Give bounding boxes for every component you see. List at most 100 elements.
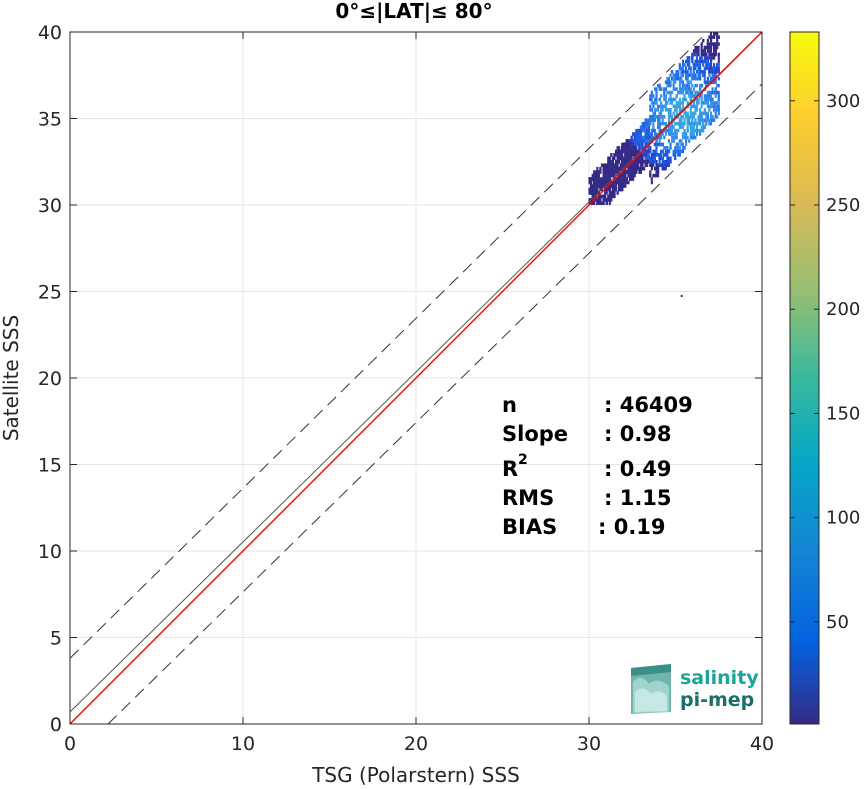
density-cell bbox=[674, 104, 677, 109]
density-cell bbox=[678, 149, 681, 154]
density-cell bbox=[604, 198, 607, 202]
density-cell bbox=[638, 128, 641, 133]
density-cell bbox=[597, 170, 600, 174]
density-cell bbox=[624, 160, 627, 164]
density-cell bbox=[686, 118, 689, 122]
density-cell bbox=[655, 94, 658, 98]
density-cell bbox=[650, 90, 653, 95]
density-cell bbox=[667, 76, 671, 81]
density-cell bbox=[647, 125, 650, 129]
density-cell bbox=[692, 121, 695, 126]
density-cell bbox=[625, 177, 629, 181]
density-cell bbox=[689, 90, 692, 95]
density-cell bbox=[591, 201, 594, 205]
density-cell bbox=[658, 163, 661, 167]
density-cell bbox=[644, 142, 647, 147]
density-cell bbox=[605, 177, 608, 181]
density-cell bbox=[677, 101, 680, 105]
density-cell bbox=[705, 97, 708, 102]
density-cell bbox=[663, 146, 666, 150]
density-cell bbox=[650, 166, 653, 171]
density-cell bbox=[694, 76, 697, 81]
density-cell bbox=[632, 153, 635, 157]
density-cell bbox=[630, 139, 633, 143]
density-cell bbox=[717, 35, 720, 39]
density-cell bbox=[685, 70, 688, 74]
density-cell bbox=[699, 115, 702, 119]
density-cell bbox=[635, 128, 638, 133]
density-cell bbox=[716, 32, 719, 36]
density-cell bbox=[614, 180, 618, 185]
density-cell bbox=[700, 52, 703, 57]
density-cell bbox=[661, 118, 664, 122]
density-cell bbox=[618, 166, 621, 171]
density-cell bbox=[655, 101, 658, 105]
density-cell bbox=[596, 173, 599, 178]
density-cell bbox=[703, 97, 706, 102]
density-cell bbox=[644, 139, 647, 143]
density-cell bbox=[694, 128, 697, 133]
density-cell bbox=[706, 38, 709, 43]
density-cell bbox=[708, 104, 711, 109]
reference-lines bbox=[69, 31, 763, 725]
density-cell bbox=[705, 52, 708, 57]
density-cell bbox=[650, 128, 653, 133]
density-cell bbox=[607, 170, 610, 174]
density-cell bbox=[688, 80, 691, 84]
density-cell bbox=[652, 101, 655, 105]
density-cell bbox=[705, 59, 708, 64]
density-cell bbox=[646, 160, 649, 164]
density-cell bbox=[627, 173, 630, 178]
density-cell bbox=[611, 173, 614, 178]
density-cell bbox=[672, 111, 675, 116]
density-cell bbox=[664, 80, 667, 84]
density-cell bbox=[622, 142, 625, 147]
density-cell bbox=[630, 163, 633, 167]
density-cell bbox=[681, 149, 685, 154]
density-cell bbox=[655, 146, 658, 150]
density-cell bbox=[611, 170, 614, 174]
density-cell bbox=[708, 94, 711, 98]
density-cell bbox=[688, 121, 691, 126]
density-cell bbox=[666, 80, 669, 84]
density-cell bbox=[685, 111, 688, 116]
density-cell bbox=[681, 70, 685, 74]
density-cell bbox=[680, 139, 683, 143]
density-cell bbox=[683, 132, 686, 136]
density-cell bbox=[688, 83, 691, 88]
density-cell bbox=[638, 156, 641, 161]
density-cell bbox=[638, 132, 641, 136]
density-cell bbox=[706, 97, 709, 102]
density-cell bbox=[621, 187, 624, 192]
density-cell bbox=[677, 128, 680, 133]
density-cell bbox=[661, 121, 664, 126]
density-cell bbox=[686, 83, 689, 88]
density-cell bbox=[599, 184, 602, 188]
density-cell bbox=[695, 52, 699, 57]
density-cell bbox=[658, 135, 661, 140]
density-cell bbox=[618, 156, 621, 161]
density-cell bbox=[717, 56, 720, 60]
density-cell bbox=[632, 139, 635, 143]
density-cell bbox=[677, 90, 680, 95]
density-cell bbox=[610, 184, 613, 188]
density-cell bbox=[694, 118, 697, 122]
y-ticks: 0 5 10 15 20 25 30 35 40 bbox=[38, 22, 762, 736]
density-cell bbox=[628, 156, 632, 161]
density-cell bbox=[666, 163, 669, 167]
density-cell bbox=[660, 104, 663, 109]
density-cell bbox=[632, 163, 635, 167]
density-cell bbox=[619, 184, 622, 188]
density-cell bbox=[717, 104, 720, 109]
density-cell bbox=[692, 101, 695, 105]
density-cell bbox=[688, 118, 691, 122]
density-cell bbox=[695, 128, 699, 133]
density-cell bbox=[713, 101, 716, 105]
density-cell bbox=[649, 135, 652, 140]
density-cell bbox=[608, 173, 611, 178]
density-cell bbox=[692, 63, 695, 67]
density-cell bbox=[646, 128, 649, 133]
density-cell bbox=[658, 153, 661, 157]
density-cell bbox=[650, 108, 653, 112]
density-cell bbox=[646, 135, 649, 140]
